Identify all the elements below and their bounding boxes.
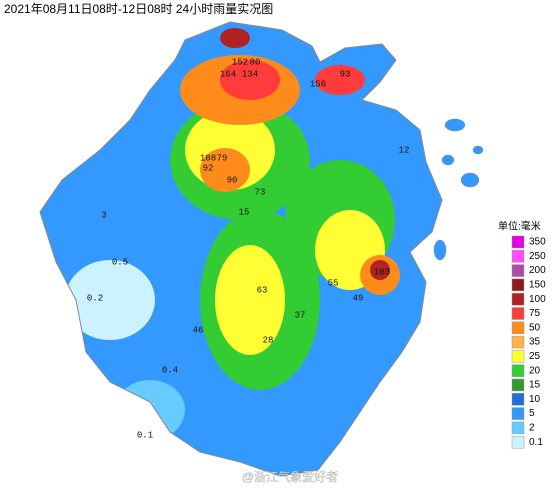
legend-swatch: [511, 421, 525, 435]
watermark: @浙江气象爱好者: [242, 469, 338, 484]
station-value: 55: [328, 278, 339, 288]
station-value: 37: [295, 310, 306, 320]
station-value: 103: [374, 267, 390, 277]
station-value: 134: [242, 69, 258, 79]
station-value: 156: [310, 79, 326, 89]
legend-swatch: [511, 335, 525, 349]
station-value: 79: [217, 153, 228, 163]
station-value: 93: [340, 69, 351, 79]
legend-label: 5: [529, 408, 535, 419]
legend-label: 15: [529, 380, 541, 391]
station-value: 73: [255, 187, 266, 197]
station-value: 28: [263, 335, 274, 345]
legend-label: 75: [529, 308, 541, 319]
title: 2021年08月11日08时-12日08时 24小时雨量实况图: [4, 1, 273, 16]
legend-swatch: [511, 264, 525, 277]
legend-swatch: [511, 250, 525, 263]
station-value: 108: [200, 153, 216, 163]
station-value: 90: [227, 175, 238, 185]
legend-swatch: [511, 378, 525, 392]
station-value: 80: [250, 57, 261, 67]
legend-label: 25: [529, 351, 541, 362]
legend-swatch: [511, 407, 525, 420]
legend-swatch: [511, 364, 525, 377]
legend-label: 150: [529, 280, 546, 291]
legend-swatch: [511, 278, 525, 292]
legend: 350 250 200 150 100 75 50 35 25 20 15 10 5 2 0.1: [511, 235, 546, 449]
station-value: 15: [239, 207, 250, 217]
legend-swatch: [511, 292, 525, 306]
station-value: 152: [232, 57, 248, 67]
legend-label: 100: [529, 294, 546, 305]
legend-swatch: [511, 435, 525, 449]
legend-swatch: [511, 321, 525, 335]
province-outline: [39, 21, 443, 477]
station-value: 0.5: [112, 257, 128, 267]
station-value: 0.1: [137, 430, 153, 440]
legend-label: 2: [529, 423, 535, 434]
legend-label: 20: [529, 365, 541, 376]
legend-label: 10: [529, 394, 541, 405]
station-value: 12: [399, 145, 410, 155]
station-value: 164: [220, 69, 236, 79]
legend-label: 350: [529, 237, 546, 248]
legend-swatch: [511, 350, 525, 363]
legend-unit: 单位:毫米: [498, 220, 541, 233]
legend-swatch: [511, 307, 525, 320]
legend-label: 0.1: [529, 437, 543, 448]
legend-swatch: [511, 393, 525, 406]
station-value: 63: [257, 285, 268, 295]
islands: [433, 118, 484, 261]
legend-swatch: [511, 235, 525, 249]
legend-label: 200: [529, 265, 546, 276]
station-value: 92: [203, 163, 214, 173]
station-value: 49: [353, 293, 364, 303]
station-value: 0.4: [162, 365, 178, 375]
station-value: 3: [101, 210, 106, 220]
station-value: 0.2: [87, 293, 103, 303]
station-value: 46: [193, 325, 204, 335]
legend-label: 50: [529, 322, 541, 333]
legend-label: 35: [529, 337, 541, 348]
legend-label: 250: [529, 251, 546, 262]
